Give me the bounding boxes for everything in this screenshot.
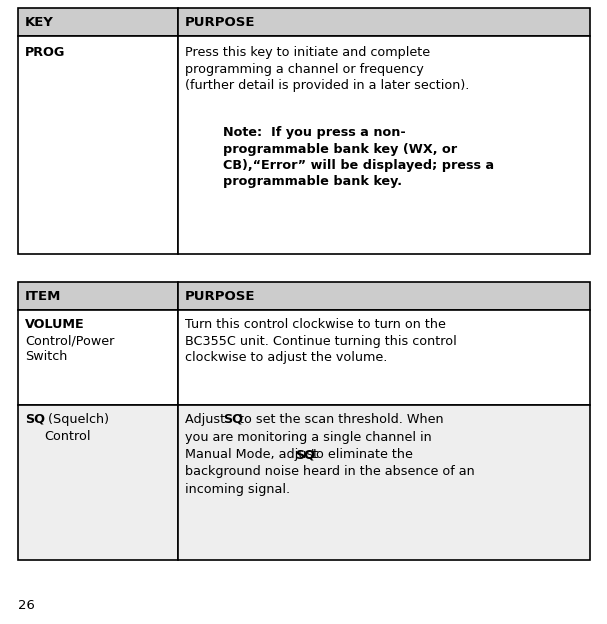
Text: to set the scan threshold. When: to set the scan threshold. When	[235, 413, 444, 426]
Text: you are monitoring a single channel in: you are monitoring a single channel in	[185, 431, 432, 444]
Bar	[18, 405, 178, 560]
Text: Adjust: Adjust	[185, 413, 229, 426]
Text: ITEM: ITEM	[25, 290, 61, 303]
Bar	[18, 8, 178, 36]
Text: 26: 26	[18, 599, 35, 612]
Text: Turn this control clockwise to turn on the
BC355C unit. Continue turning this co: Turn this control clockwise to turn on t…	[185, 318, 456, 364]
Text: Manual Mode, adjust: Manual Mode, adjust	[185, 448, 322, 461]
Text: (Squelch)
Control: (Squelch) Control	[44, 413, 109, 442]
Text: PROG: PROG	[25, 46, 66, 59]
Text: to eliminate the: to eliminate the	[307, 448, 412, 461]
Bar	[18, 310, 178, 405]
Text: KEY: KEY	[25, 16, 54, 29]
Bar	[178, 8, 590, 36]
Bar	[18, 282, 178, 310]
Text: SQ: SQ	[223, 413, 243, 426]
Bar	[178, 36, 590, 254]
Bar	[18, 36, 178, 254]
Bar	[178, 282, 590, 310]
Text: Note:  If you press a non-
programmable bank key (WX, or
CB),“Error” will be dis: Note: If you press a non- programmable b…	[223, 126, 494, 188]
Text: Press this key to initiate and complete
programming a channel or frequency
(furt: Press this key to initiate and complete …	[185, 46, 469, 92]
Text: background noise heard in the absence of an: background noise heard in the absence of…	[185, 466, 475, 479]
Text: Control/Power
Switch: Control/Power Switch	[25, 334, 114, 364]
Text: incoming signal.: incoming signal.	[185, 483, 290, 496]
Text: VOLUME: VOLUME	[25, 318, 84, 331]
Bar	[178, 310, 590, 405]
Text: SQ: SQ	[25, 413, 45, 426]
Bar	[178, 405, 590, 560]
Text: PURPOSE: PURPOSE	[185, 290, 256, 303]
Text: PURPOSE: PURPOSE	[185, 16, 256, 29]
Text: SQ: SQ	[295, 448, 315, 461]
